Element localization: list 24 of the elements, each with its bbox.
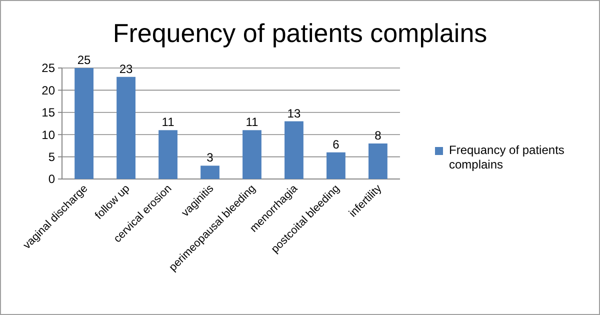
y-tick-label: 10 xyxy=(42,128,56,142)
data-label: 11 xyxy=(162,115,175,130)
data-label: 25 xyxy=(77,53,92,67)
bar xyxy=(368,143,388,179)
y-tick-label: 20 xyxy=(42,83,56,98)
y-tick-label: 25 xyxy=(42,61,56,76)
chart-title: Frequency of patients complains xyxy=(112,18,488,48)
bar xyxy=(242,130,262,179)
bar xyxy=(284,121,304,179)
y-tick-label: 15 xyxy=(42,106,56,120)
y-tick-label: 0 xyxy=(48,172,56,186)
y-tick-label: 5 xyxy=(48,150,56,164)
data-label: 8 xyxy=(374,128,382,142)
legend-label: Frequancy of patients complains xyxy=(449,143,564,172)
data-label: 23 xyxy=(119,62,134,76)
data-label: 11 xyxy=(246,115,259,130)
bar xyxy=(326,152,346,179)
data-label: 13 xyxy=(287,106,301,120)
bar xyxy=(200,166,220,179)
bar xyxy=(158,130,178,179)
bar xyxy=(74,68,94,179)
bar xyxy=(116,76,136,179)
data-label: 3 xyxy=(206,150,214,165)
data-label: 6 xyxy=(332,137,340,152)
